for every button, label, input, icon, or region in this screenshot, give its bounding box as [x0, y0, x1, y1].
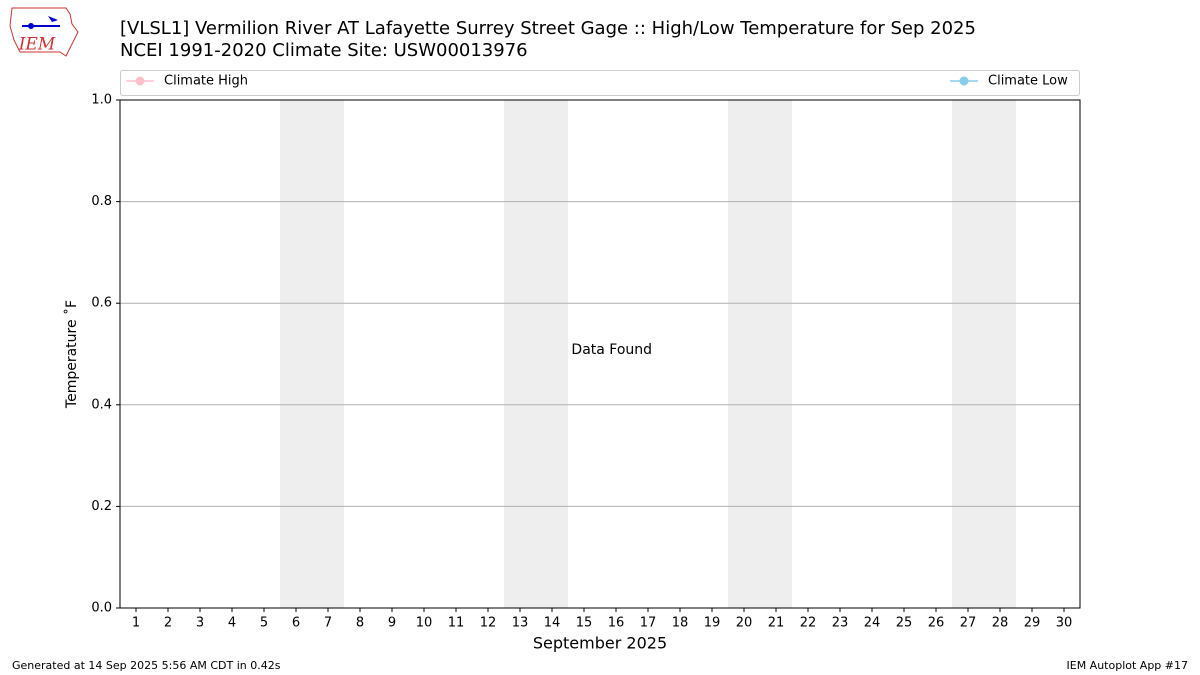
x-tick-label: 6 [292, 616, 300, 631]
x-tick-label: 23 [832, 616, 849, 631]
y-tick-label: 0.0 [91, 601, 112, 616]
x-tick-label: 21 [768, 616, 785, 631]
x-tick-label: 22 [800, 616, 817, 631]
legend-box [120, 70, 1080, 96]
x-tick-label: 26 [928, 616, 945, 631]
x-tick-label: 20 [736, 616, 753, 631]
weekend-shade [952, 100, 1016, 608]
x-tick-label: 3 [196, 616, 204, 631]
legend-marker [959, 76, 969, 86]
x-tick-label: 29 [1024, 616, 1041, 631]
logo-text: IEM [18, 35, 56, 55]
x-tick-label: 9 [388, 616, 396, 631]
x-tick-label: 8 [356, 616, 364, 631]
x-tick-label: 13 [512, 616, 529, 631]
legend-marker [135, 76, 145, 86]
x-tick-label: 4 [228, 616, 236, 631]
plot-area [120, 99, 1080, 609]
legend-label: Climate Low [988, 74, 1068, 89]
x-tick-label: 5 [260, 616, 268, 631]
footer-right: IEM Autoplot App #17 [1067, 659, 1189, 672]
x-tick-label: 18 [672, 616, 689, 631]
x-tick-label: 11 [448, 616, 465, 631]
x-axis-label: September 2025 [533, 634, 667, 653]
y-tick-label: 0.6 [91, 296, 112, 311]
plot-frame [119, 99, 1081, 609]
legend-label: Climate High [164, 74, 248, 89]
x-tick-label: 16 [608, 616, 625, 631]
y-axis-label: Temperature ˚F [63, 300, 80, 409]
weekend-shade [280, 100, 344, 608]
x-tick-label: 10 [416, 616, 433, 631]
chart-subtitle: NCEI 1991-2020 Climate Site: USW00013976 [120, 40, 528, 61]
chart-title: [VLSL1] Vermilion River AT Lafayette Sur… [120, 18, 976, 39]
x-tick-label: 7 [324, 616, 332, 631]
x-tick-label: 1 [132, 616, 140, 631]
x-tick-label: 15 [576, 616, 593, 631]
x-tick-label: 28 [992, 616, 1009, 631]
x-tick-label: 24 [864, 616, 881, 631]
x-tick-label: 17 [640, 616, 657, 631]
weekend-shade [504, 100, 568, 608]
y-tick-label: 0.4 [91, 397, 112, 412]
y-tick-label: 0.8 [91, 194, 112, 209]
annotation: No Data Found [548, 342, 652, 358]
weekend-shade [728, 100, 792, 608]
x-tick-label: 25 [896, 616, 913, 631]
x-tick-label: 27 [960, 616, 977, 631]
y-tick-label: 0.2 [91, 499, 112, 514]
x-tick-label: 2 [164, 616, 172, 631]
x-tick-label: 30 [1056, 616, 1073, 631]
x-tick-label: 12 [480, 616, 497, 631]
x-tick-label: 19 [704, 616, 721, 631]
footer-left: Generated at 14 Sep 2025 5:56 AM CDT in … [12, 659, 281, 672]
legend-entry: Climate High [126, 74, 248, 89]
legend-entry: Climate Low [950, 74, 1068, 89]
logo: IEM [9, 7, 79, 57]
x-tick-label: 14 [544, 616, 561, 631]
y-tick-label: 1.0 [91, 93, 112, 108]
